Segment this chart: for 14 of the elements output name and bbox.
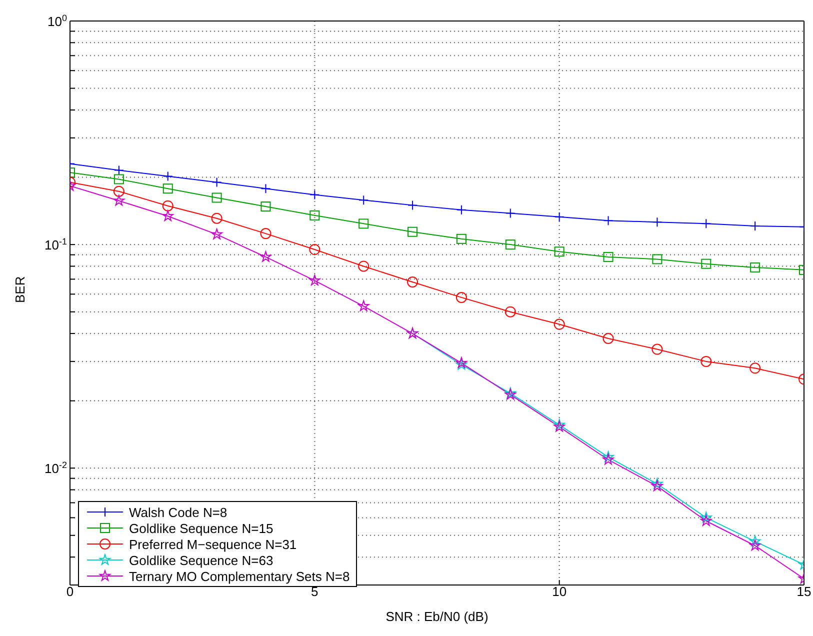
y-tick-label: 10$^{-2}$ <box>44 460 67 476</box>
x-tick-label: 10 <box>552 584 567 599</box>
legend-label: Ternary MO Complementary Sets N=8 <box>129 568 350 584</box>
x-tick-label: 15 <box>796 584 812 599</box>
x-tick-label: 0 <box>66 584 74 599</box>
y-axis-title: BER <box>12 276 28 303</box>
legend-label: Goldlike Sequence N=63 <box>129 552 274 568</box>
y-tick-label: 10$^{0}$ <box>48 13 67 29</box>
y-tick-label: 10$^{-1}$ <box>44 236 67 253</box>
x-axis-title: SNR : Eb/N0 (dB) <box>386 609 488 624</box>
legend-label: Walsh Code N=8 <box>129 504 228 520</box>
x-tick-label: 5 <box>311 584 318 599</box>
legend-label: Preferred M−sequence N=31 <box>129 536 297 552</box>
legend-label: Goldlike Sequence N=15 <box>129 520 274 536</box>
